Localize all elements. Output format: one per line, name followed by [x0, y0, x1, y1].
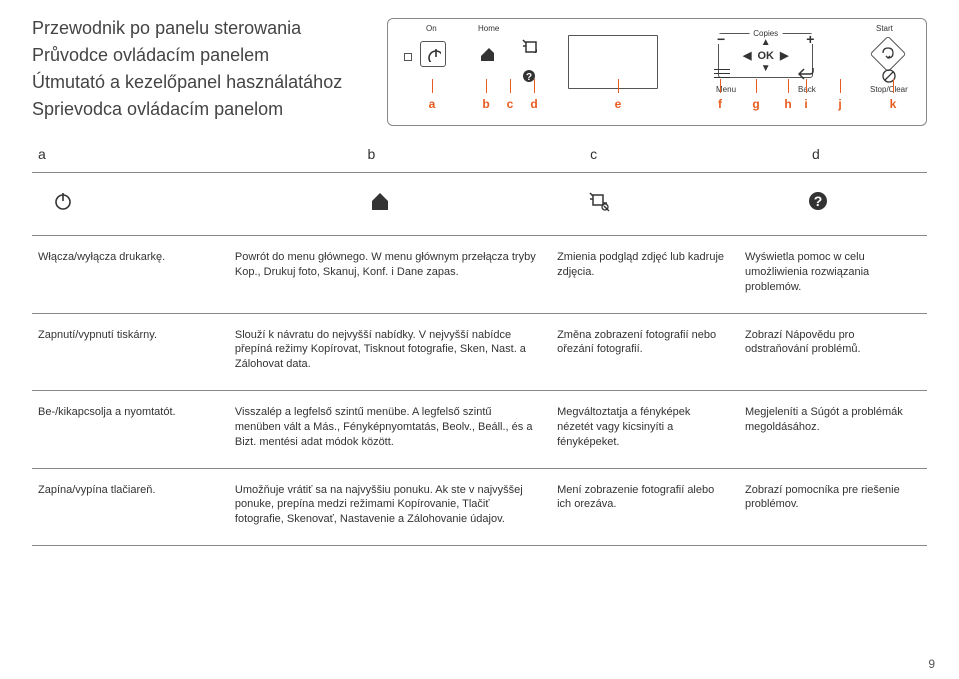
- ok-label: OK: [757, 50, 774, 62]
- row-hu: Be-/kikapcsolja a nyomtatót. Visszalép a…: [32, 391, 927, 469]
- lcd-screen: [568, 35, 658, 89]
- icon-col-c: [490, 187, 709, 213]
- cz-d: Zobrazí Nápovědu pro odstraňování problé…: [739, 328, 927, 373]
- title-cz: Průvodce ovládacím panelem: [32, 45, 342, 66]
- led-indicator: [404, 53, 412, 61]
- menu-button-icon: [714, 69, 730, 81]
- title-block: Przewodnik po panelu sterowania Průvodce…: [32, 18, 342, 126]
- row-sk: Zapína/vypína tlačiareň. Umožňuje vrátiť…: [32, 469, 927, 547]
- pl-d: Wyświetla pomoc w celu umożliwienia rozw…: [739, 250, 927, 295]
- col-c: c: [483, 146, 705, 162]
- title-sk: Sprievodca ovládacím panelom: [32, 99, 342, 120]
- home-button-icon: [478, 45, 494, 64]
- icon-col-a: [32, 187, 271, 213]
- control-panel-diagram: On Home Start Menu Back Stop/Clear ?: [387, 18, 927, 126]
- arrow-right-icon: ▶: [780, 49, 788, 62]
- panel-letter-row: abcdefghijk: [398, 97, 916, 123]
- icon-row: [32, 173, 927, 236]
- column-headers: a b c d: [32, 146, 927, 173]
- title-hu: Útmutató a kezelőpanel használatához: [32, 72, 342, 93]
- crop-button-icon: [521, 37, 537, 56]
- label-copies: Copies: [749, 29, 782, 38]
- label-start: Start: [876, 24, 893, 33]
- plus-icon: +: [804, 34, 816, 44]
- col-d: d: [705, 146, 927, 162]
- cz-c: Změna zobrazení fotografií nebo ořezání …: [551, 328, 739, 373]
- power-button-icon: [420, 41, 446, 67]
- cz-b: Slouží k návratu do nejvyšší nabídky. V …: [229, 328, 551, 373]
- col-b: b: [260, 146, 482, 162]
- start-button-icon: [870, 36, 907, 73]
- arrow-down-icon: ▼: [761, 63, 771, 74]
- arrow-up-icon: ▲: [761, 37, 771, 48]
- svg-text:?: ?: [526, 72, 532, 83]
- row-cz: Zapnutí/vypnutí tiskárny. Slouží k návra…: [32, 314, 927, 392]
- page-number: 9: [928, 657, 935, 671]
- label-menu: Menu: [716, 85, 736, 94]
- label-home: Home: [478, 24, 499, 33]
- header: Przewodnik po panelu sterowania Průvodce…: [32, 18, 927, 126]
- hu-d: Megjeleníti a Súgót a problémák megoldás…: [739, 405, 927, 450]
- hu-c: Megváltoztatja a fényképek nézetét vagy …: [551, 405, 739, 450]
- pl-a: Włącza/wyłącza drukarkę.: [32, 250, 229, 295]
- sk-c: Mení zobrazenie fotografií alebo ich ore…: [551, 483, 739, 528]
- cz-a: Zapnutí/vypnutí tiskárny.: [32, 328, 229, 373]
- minus-icon: −: [715, 34, 727, 44]
- hu-b: Visszalép a legfelső szintű menübe. A le…: [229, 405, 551, 450]
- col-a: a: [32, 146, 260, 162]
- title-pl: Przewodnik po panelu sterowania: [32, 18, 342, 39]
- sk-a: Zapína/vypína tlačiareň.: [32, 483, 229, 528]
- sk-d: Zobrazí pomocníka pre riešenie problémov…: [739, 483, 927, 528]
- icon-col-d: [708, 187, 927, 213]
- hu-a: Be-/kikapcsolja a nyomtatót.: [32, 405, 229, 450]
- pl-b: Powrót do menu głównego. W menu głównym …: [229, 250, 551, 295]
- label-on: On: [426, 24, 437, 33]
- pl-c: Zmienia podgląd zdjęć lub kadruje zdjęci…: [551, 250, 739, 295]
- label-stop: Stop/Clear: [870, 85, 908, 94]
- row-pl: Włącza/wyłącza drukarkę. Powrót do menu …: [32, 236, 927, 314]
- icon-col-b: [271, 187, 490, 213]
- sk-b: Umožňuje vrátiť sa na najvyššiu ponuku. …: [229, 483, 551, 528]
- arrow-left-icon: ◀: [743, 49, 751, 62]
